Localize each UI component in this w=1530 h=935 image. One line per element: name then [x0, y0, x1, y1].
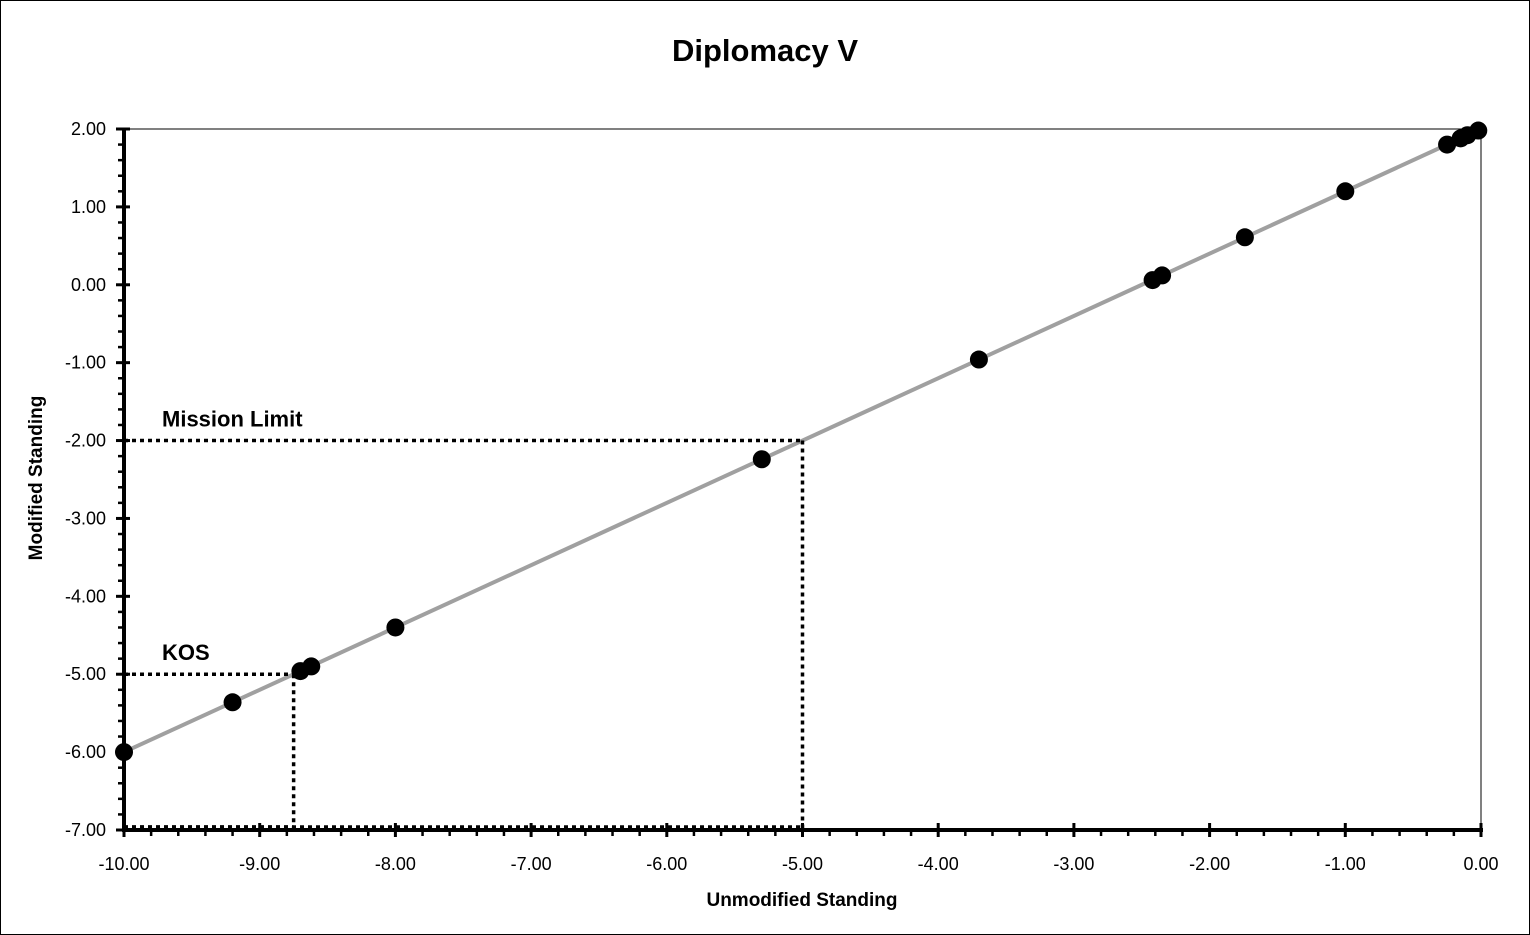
x-tick-label: 0.00 [1463, 854, 1498, 874]
data-point [1438, 135, 1457, 154]
y-tick-label: -3.00 [65, 508, 106, 528]
data-point [115, 743, 133, 762]
data-point [386, 618, 405, 637]
annotation-label: Mission Limit [162, 407, 303, 432]
x-tick-label: -3.00 [1053, 854, 1094, 874]
data-point [1336, 182, 1355, 201]
x-tick-label: -9.00 [239, 854, 280, 874]
y-tick-label: -4.00 [65, 586, 106, 606]
y-tick-label: -7.00 [65, 820, 106, 840]
x-tick-label: -6.00 [646, 854, 687, 874]
y-axis-label: Modified Standing [26, 396, 47, 561]
x-tick-label: -8.00 [375, 854, 416, 874]
annotation-label: KOS [162, 640, 210, 665]
x-tick-label: -10.00 [98, 854, 149, 874]
data-point [1235, 228, 1254, 247]
y-tick-label: 2.00 [71, 119, 106, 139]
data-point [1469, 121, 1488, 140]
y-tick-label: -5.00 [65, 664, 106, 684]
data-point [752, 450, 771, 469]
data-point [302, 657, 321, 676]
y-tick-label: -6.00 [65, 742, 106, 762]
data-point [1153, 266, 1172, 285]
plot-area [123, 128, 1482, 831]
x-tick-label: -1.00 [1325, 854, 1366, 874]
x-tick-label: -2.00 [1189, 854, 1230, 874]
x-axis-label: Unmodified Standing [706, 890, 897, 911]
y-tick-label: -1.00 [65, 353, 106, 373]
y-tick-label: 0.00 [71, 275, 106, 295]
x-tick-label: -5.00 [782, 854, 823, 874]
y-tick-label: 1.00 [71, 197, 106, 217]
x-tick-label: -7.00 [511, 854, 552, 874]
data-point [969, 350, 988, 369]
x-tick-label: -4.00 [918, 854, 959, 874]
chart-title: Diplomacy V [672, 33, 858, 68]
data-point [223, 693, 242, 712]
y-tick-label: -2.00 [65, 431, 106, 451]
